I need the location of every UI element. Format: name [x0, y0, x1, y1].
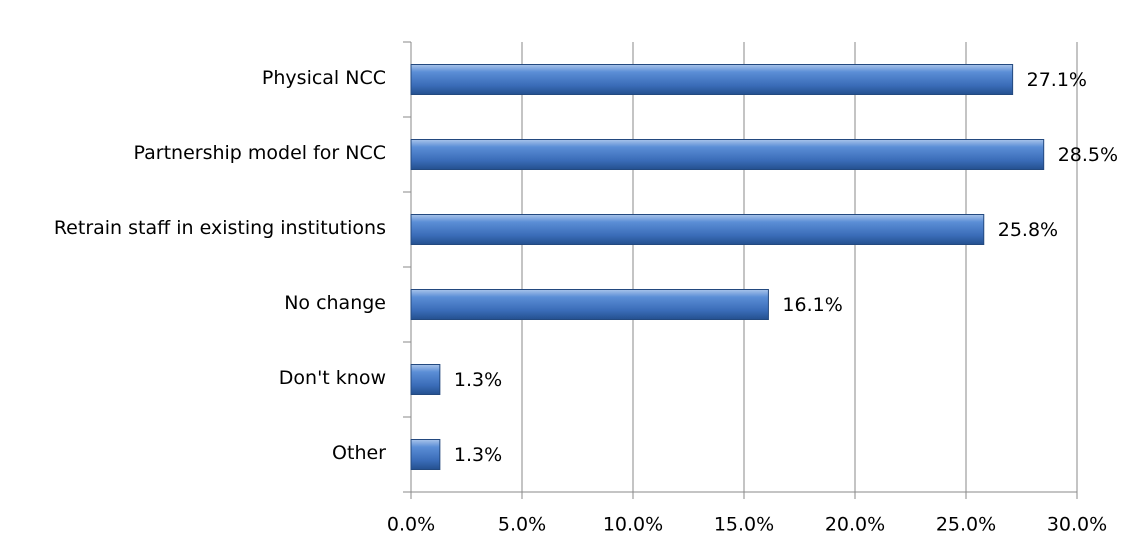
x-tick-label: 25.0%: [936, 514, 996, 536]
bar: [410, 64, 1014, 95]
x-tick-label: 30.0%: [1047, 514, 1107, 536]
bar: [410, 289, 769, 320]
data-label: 1.3%: [454, 444, 502, 466]
y-tick-label: Retrain staff in existing institutions: [54, 217, 386, 239]
data-label: 28.5%: [1058, 144, 1118, 166]
x-tick-label: 15.0%: [714, 514, 774, 536]
y-tick-label: Don't know: [279, 367, 386, 389]
bar: [410, 139, 1045, 170]
x-tick-label: 20.0%: [825, 514, 885, 536]
bar: [410, 364, 441, 395]
y-tick-label: Physical NCC: [262, 67, 386, 89]
y-tick-label: Other: [332, 442, 386, 464]
x-tick-label: 5.0%: [498, 514, 546, 536]
y-tick-label: No change: [284, 292, 386, 314]
data-label: 16.1%: [782, 294, 842, 316]
x-tick-label: 0.0%: [387, 514, 435, 536]
bar: [410, 214, 985, 245]
x-tick-label: 10.0%: [603, 514, 663, 536]
bar: [410, 439, 441, 470]
data-label: 27.1%: [1027, 69, 1087, 91]
y-tick-label: Partnership model for NCC: [134, 142, 386, 164]
data-label: 25.8%: [998, 219, 1058, 241]
data-label: 1.3%: [454, 369, 502, 391]
